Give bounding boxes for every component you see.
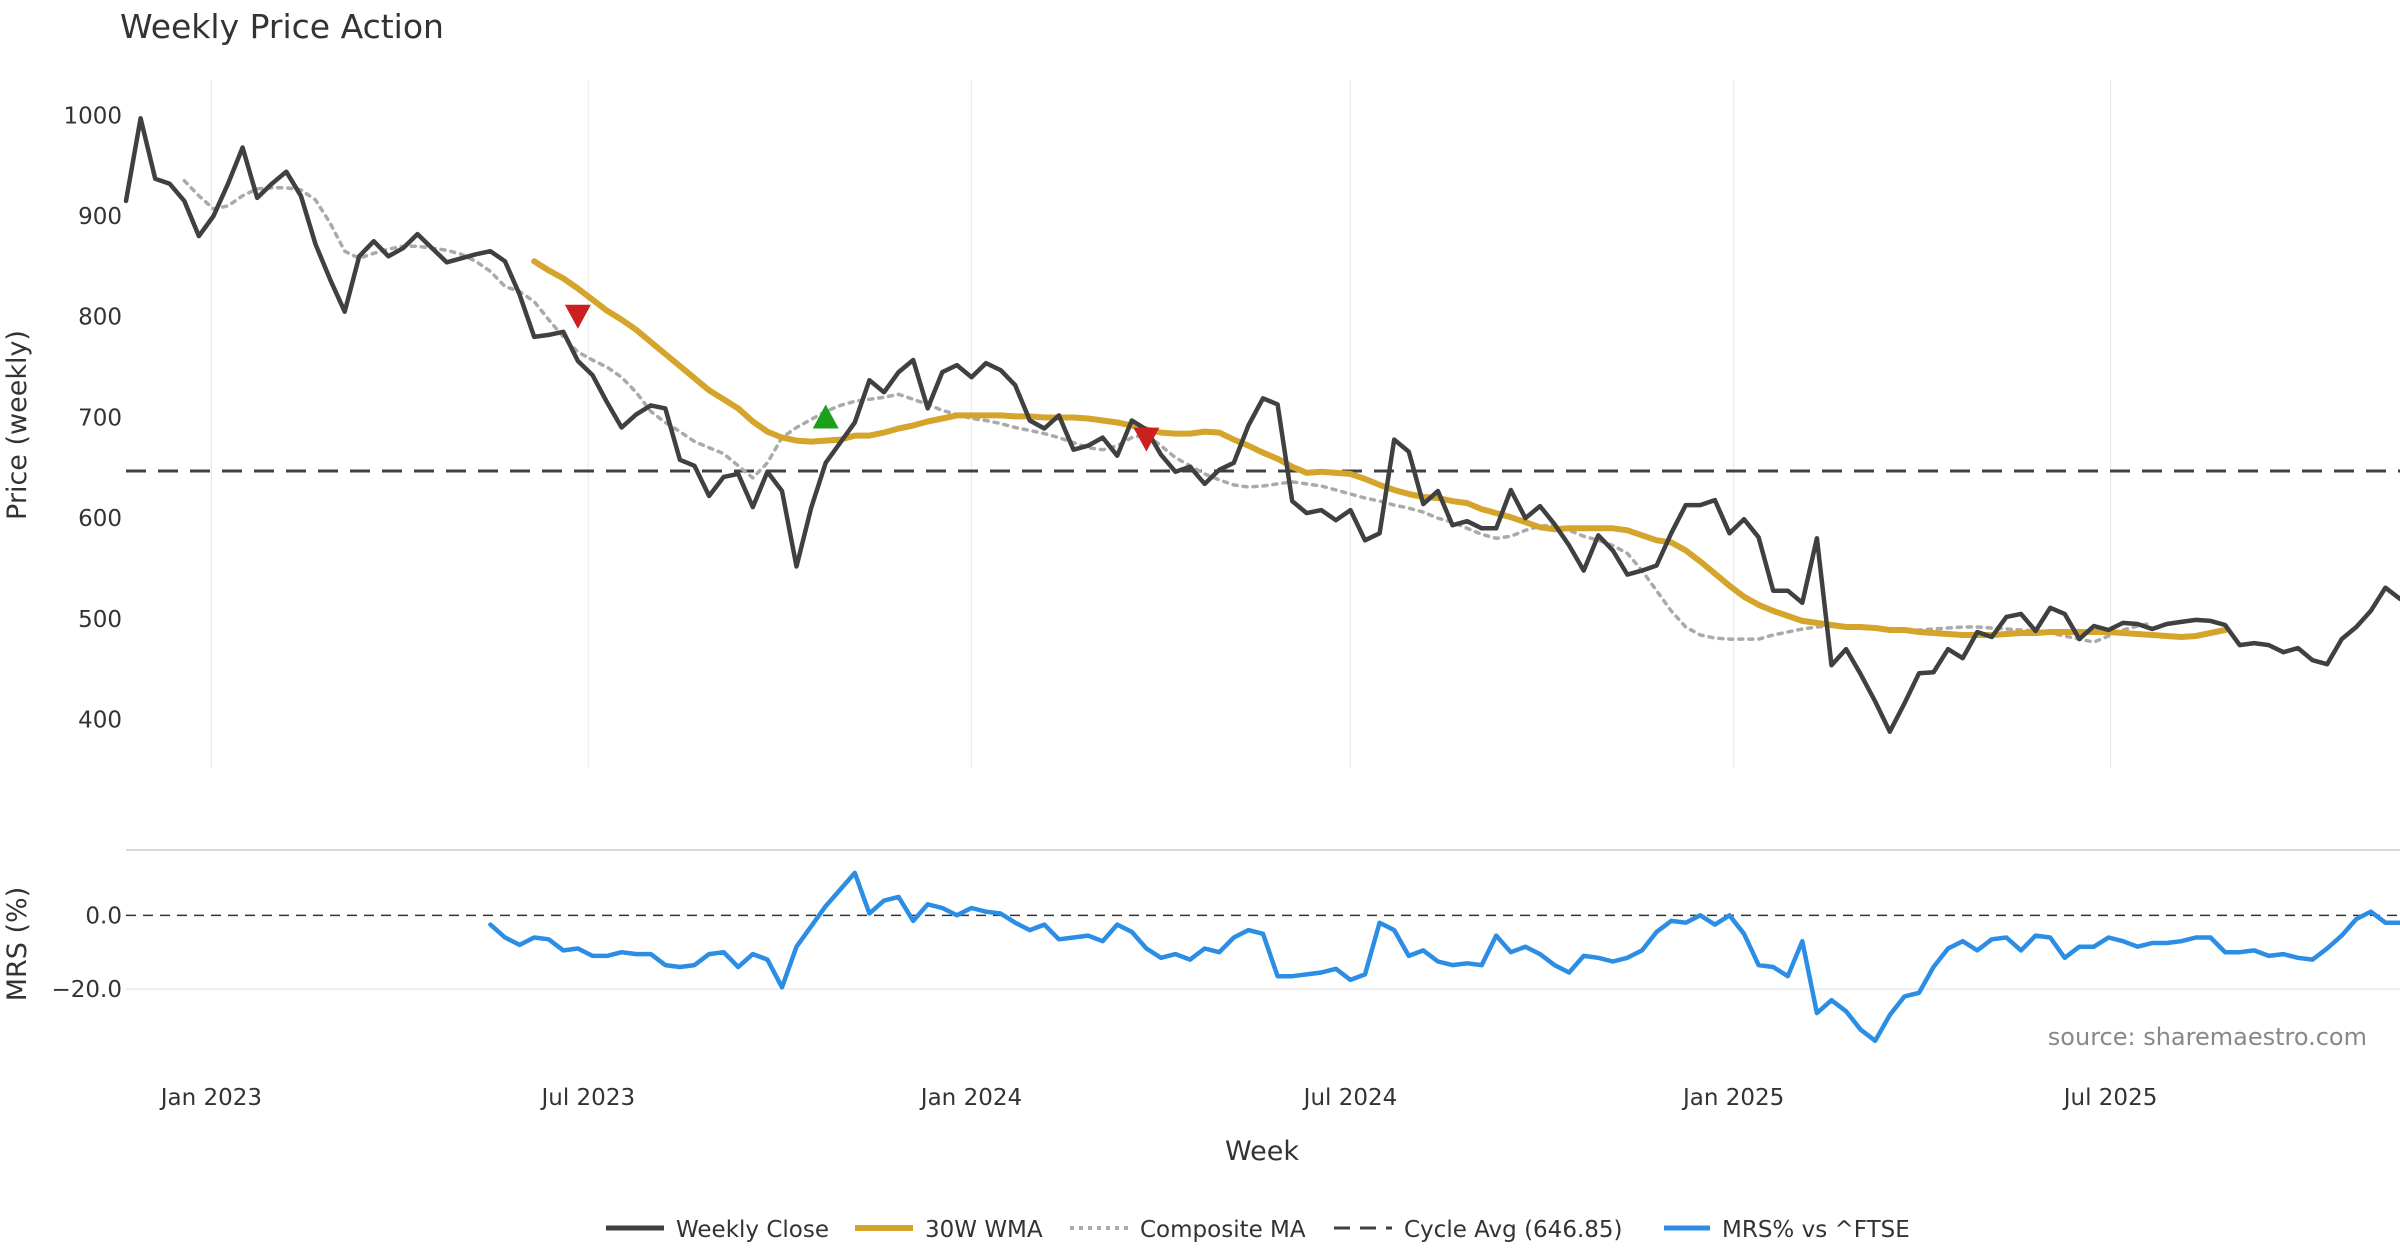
price-y-axis-title: Price (weekly) bbox=[2, 330, 33, 520]
legend-label-mrs: MRS% vs ^FTSE bbox=[1722, 1217, 1910, 1243]
price-y-tick-label: 800 bbox=[78, 305, 122, 331]
legend-label-weekly-close: Weekly Close bbox=[676, 1217, 829, 1243]
legend-label-composite-ma: Composite MA bbox=[1140, 1217, 1306, 1243]
x-tick-label: Jul 2025 bbox=[2062, 1085, 2158, 1111]
price-y-tick-label: 700 bbox=[78, 405, 122, 431]
price-y-tick-label: 900 bbox=[78, 204, 122, 230]
buy-signal-marker bbox=[812, 404, 839, 429]
sell-signal-marker bbox=[564, 304, 591, 329]
price-y-tick-label: 1000 bbox=[63, 103, 122, 129]
price-y-tick-label: 600 bbox=[78, 506, 122, 532]
grid-layer bbox=[126, 80, 2400, 990]
signal-markers bbox=[564, 304, 1160, 452]
mrs-y-axis-title: MRS (%) bbox=[2, 887, 33, 1002]
x-tick-label: Jul 2024 bbox=[1302, 1085, 1398, 1111]
mrs-line bbox=[488, 870, 2400, 1044]
composite-ma-line bbox=[182, 178, 2154, 644]
mrs-y-tick-label: −20.0 bbox=[52, 977, 122, 1003]
price-y-tick-label: 400 bbox=[78, 708, 122, 734]
legend-item-weekly-close: Weekly Close bbox=[606, 1217, 829, 1243]
chart-title: Weekly Price Action bbox=[120, 7, 444, 46]
price-y-tick-label: 500 bbox=[78, 607, 122, 633]
x-tick-label: Jan 2024 bbox=[919, 1085, 1022, 1111]
legend-item-cycle-avg: Cycle Avg (646.85) bbox=[1334, 1217, 1623, 1243]
x-tick-label: Jan 2025 bbox=[1681, 1085, 1784, 1111]
legend-item-mrs: MRS% vs ^FTSE bbox=[1664, 1217, 1910, 1243]
legend-item-composite-ma: Composite MA bbox=[1070, 1217, 1306, 1243]
x-tick-label: Jan 2023 bbox=[159, 1085, 262, 1111]
mrs-y-tick-label: 0.0 bbox=[85, 903, 122, 929]
legend-label-cycle-avg: Cycle Avg (646.85) bbox=[1404, 1217, 1623, 1243]
x-axis-title: Week bbox=[1225, 1136, 1299, 1167]
weekly-close-line bbox=[123, 116, 2400, 734]
legend-label-wma: 30W WMA bbox=[925, 1217, 1043, 1243]
mrs-y-ticks: 0.0 −20.0 bbox=[52, 903, 122, 1003]
legend-item-wma: 30W WMA bbox=[855, 1217, 1043, 1243]
price-y-ticks: 400 500 600 700 800 900 1000 bbox=[63, 103, 122, 733]
legend: Weekly Close 30W WMA Composite MA Cycle … bbox=[606, 1217, 1910, 1243]
sell-signal-marker bbox=[1133, 427, 1160, 452]
x-tick-label: Jul 2023 bbox=[539, 1085, 635, 1111]
x-ticks: Jan 2023 Jul 2023 Jan 2024 Jul 2024 Jan 2025… bbox=[159, 1085, 2158, 1111]
wma-30-line bbox=[531, 258, 2229, 640]
source-note: source: sharemaestro.com bbox=[2048, 1023, 2367, 1051]
